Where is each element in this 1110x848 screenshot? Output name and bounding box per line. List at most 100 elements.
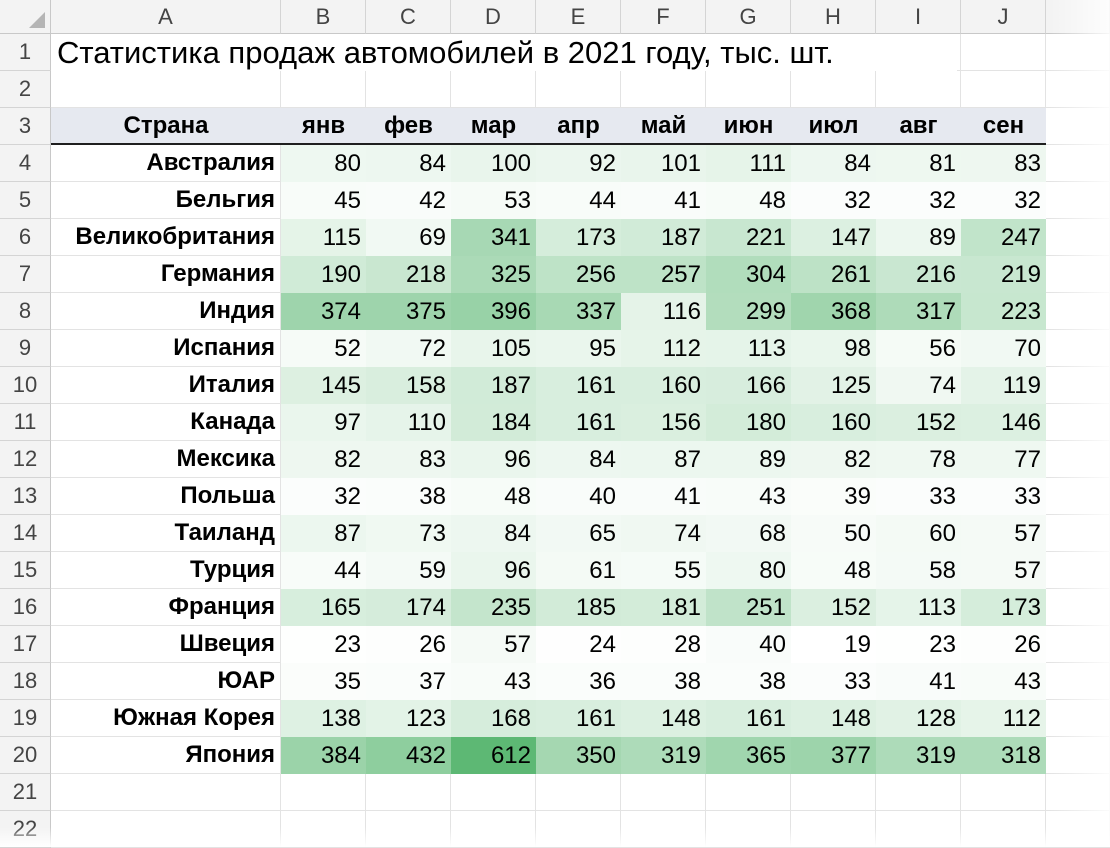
- value-cell[interactable]: 160: [791, 404, 876, 441]
- value-cell[interactable]: 138: [281, 700, 366, 737]
- cell[interactable]: [706, 71, 791, 108]
- cell[interactable]: [706, 774, 791, 811]
- value-cell[interactable]: 84: [791, 145, 876, 182]
- value-cell[interactable]: 84: [451, 515, 536, 552]
- value-cell[interactable]: 70: [961, 330, 1046, 367]
- value-cell[interactable]: 190: [281, 256, 366, 293]
- value-cell[interactable]: 44: [281, 552, 366, 589]
- value-cell[interactable]: 68: [706, 515, 791, 552]
- value-cell[interactable]: 77: [961, 441, 1046, 478]
- value-cell[interactable]: 81: [876, 145, 961, 182]
- country-cell[interactable]: Таиланд: [51, 515, 281, 552]
- value-cell[interactable]: 48: [451, 478, 536, 515]
- value-cell[interactable]: 32: [791, 182, 876, 219]
- value-cell[interactable]: 19: [791, 626, 876, 663]
- cell[interactable]: [1046, 663, 1110, 700]
- value-cell[interactable]: 48: [706, 182, 791, 219]
- value-cell[interactable]: 166: [706, 367, 791, 404]
- value-cell[interactable]: 612: [451, 737, 536, 774]
- value-cell[interactable]: 69: [366, 219, 451, 256]
- row-header[interactable]: 8: [0, 293, 51, 330]
- row-header[interactable]: 20: [0, 737, 51, 774]
- value-cell[interactable]: 82: [281, 441, 366, 478]
- country-cell[interactable]: ЮАР: [51, 663, 281, 700]
- column-header-J[interactable]: J: [961, 0, 1046, 34]
- value-cell[interactable]: 161: [706, 700, 791, 737]
- country-cell[interactable]: Великобритания: [51, 219, 281, 256]
- value-cell[interactable]: 119: [961, 367, 1046, 404]
- value-cell[interactable]: 111: [706, 145, 791, 182]
- value-cell[interactable]: 251: [706, 589, 791, 626]
- value-cell[interactable]: 83: [961, 145, 1046, 182]
- value-cell[interactable]: 41: [621, 182, 706, 219]
- column-header-A[interactable]: A: [51, 0, 281, 34]
- value-cell[interactable]: 218: [366, 256, 451, 293]
- cell[interactable]: [1046, 145, 1110, 182]
- cell[interactable]: [51, 774, 281, 811]
- row-header[interactable]: 1: [0, 34, 51, 71]
- header-month[interactable]: июл: [791, 108, 876, 145]
- cell[interactable]: [621, 811, 706, 848]
- value-cell[interactable]: 78: [876, 441, 961, 478]
- cell[interactable]: [366, 811, 451, 848]
- value-cell[interactable]: 337: [536, 293, 621, 330]
- value-cell[interactable]: 40: [706, 626, 791, 663]
- value-cell[interactable]: 32: [281, 478, 366, 515]
- cell[interactable]: [1046, 774, 1110, 811]
- value-cell[interactable]: 180: [706, 404, 791, 441]
- row-header[interactable]: 9: [0, 330, 51, 367]
- value-cell[interactable]: 128: [876, 700, 961, 737]
- country-cell[interactable]: Испания: [51, 330, 281, 367]
- cell[interactable]: [1046, 219, 1110, 256]
- cell[interactable]: [1046, 515, 1110, 552]
- country-cell[interactable]: Япония: [51, 737, 281, 774]
- header-country[interactable]: Страна: [51, 108, 281, 145]
- value-cell[interactable]: 74: [876, 367, 961, 404]
- column-header-B[interactable]: B: [281, 0, 366, 34]
- value-cell[interactable]: 152: [791, 589, 876, 626]
- column-header-D[interactable]: D: [451, 0, 536, 34]
- country-cell[interactable]: Австралия: [51, 145, 281, 182]
- value-cell[interactable]: 160: [621, 367, 706, 404]
- value-cell[interactable]: 39: [791, 478, 876, 515]
- row-header[interactable]: 3: [0, 108, 51, 145]
- value-cell[interactable]: 317: [876, 293, 961, 330]
- header-month[interactable]: авг: [876, 108, 961, 145]
- value-cell[interactable]: 216: [876, 256, 961, 293]
- column-header-G[interactable]: G: [706, 0, 791, 34]
- value-cell[interactable]: 58: [876, 552, 961, 589]
- value-cell[interactable]: 98: [791, 330, 876, 367]
- value-cell[interactable]: 105: [451, 330, 536, 367]
- country-cell[interactable]: Италия: [51, 367, 281, 404]
- value-cell[interactable]: 257: [621, 256, 706, 293]
- cell[interactable]: [281, 774, 366, 811]
- value-cell[interactable]: 185: [536, 589, 621, 626]
- header-month[interactable]: апр: [536, 108, 621, 145]
- row-header[interactable]: 21: [0, 774, 51, 811]
- value-cell[interactable]: 57: [961, 552, 1046, 589]
- value-cell[interactable]: 56: [876, 330, 961, 367]
- value-cell[interactable]: 174: [366, 589, 451, 626]
- row-header[interactable]: 5: [0, 182, 51, 219]
- cell[interactable]: [1046, 256, 1110, 293]
- cell[interactable]: [791, 811, 876, 848]
- cell[interactable]: [961, 811, 1046, 848]
- cell[interactable]: [1046, 108, 1110, 145]
- country-cell[interactable]: Франция: [51, 589, 281, 626]
- value-cell[interactable]: 24: [536, 626, 621, 663]
- value-cell[interactable]: 147: [791, 219, 876, 256]
- cell[interactable]: [1046, 367, 1110, 404]
- row-header[interactable]: 22: [0, 811, 51, 848]
- value-cell[interactable]: 45: [281, 182, 366, 219]
- value-cell[interactable]: 44: [536, 182, 621, 219]
- value-cell[interactable]: 95: [536, 330, 621, 367]
- value-cell[interactable]: 89: [706, 441, 791, 478]
- row-header[interactable]: 17: [0, 626, 51, 663]
- country-cell[interactable]: Мексика: [51, 441, 281, 478]
- value-cell[interactable]: 28: [621, 626, 706, 663]
- value-cell[interactable]: 23: [876, 626, 961, 663]
- value-cell[interactable]: 37: [366, 663, 451, 700]
- cell[interactable]: [1046, 811, 1110, 848]
- value-cell[interactable]: 59: [366, 552, 451, 589]
- cell[interactable]: [876, 774, 961, 811]
